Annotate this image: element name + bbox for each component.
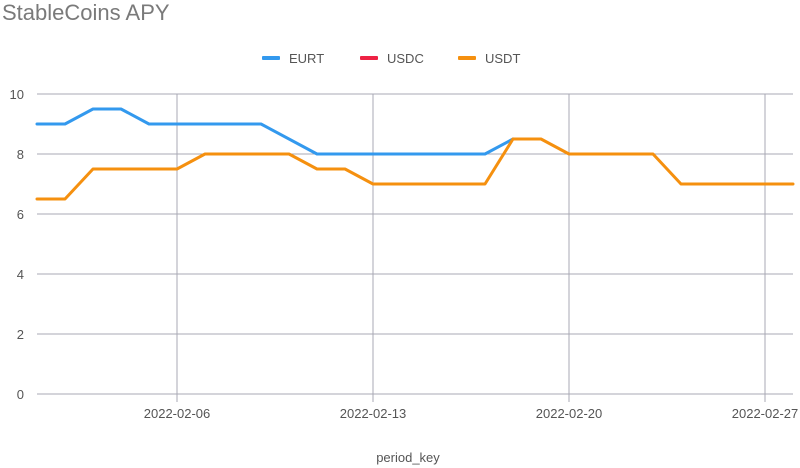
series-line-usdt[interactable] <box>35 137 795 201</box>
legend[interactable]: EURT USDC USDT <box>262 51 520 66</box>
legend-swatch <box>360 56 378 60</box>
legend-item-eurt[interactable]: EURT <box>262 51 324 66</box>
y-tick-label: 0 <box>17 387 24 402</box>
grid-lines <box>37 93 793 402</box>
series-line-eurt[interactable] <box>35 107 515 156</box>
legend-label: USDT <box>485 51 520 66</box>
y-tick-label: 6 <box>17 207 24 222</box>
x-tick-label: 2022-02-27 <box>732 406 799 421</box>
legend-swatch <box>458 56 476 60</box>
legend-label: EURT <box>289 51 324 66</box>
legend-item-usdc[interactable]: USDC <box>360 51 424 66</box>
x-tick-label: 2022-02-06 <box>144 406 211 421</box>
series-lines <box>35 107 795 201</box>
x-tick-label: 2022-02-20 <box>536 406 603 421</box>
legend-swatch <box>262 56 280 60</box>
x-axis-title: period_key <box>376 450 440 465</box>
legend-item-usdt[interactable]: USDT <box>458 51 520 66</box>
y-tick-label: 2 <box>17 327 24 342</box>
x-axis-ticks: 2022-02-06 2022-02-13 2022-02-20 2022-02-27 <box>144 406 799 421</box>
x-tick-label: 2022-02-13 <box>340 406 407 421</box>
chart-title: StableCoins APY <box>2 0 170 25</box>
y-tick-label: 10 <box>10 87 24 102</box>
y-axis-ticks: 0 2 4 6 8 10 <box>10 87 24 402</box>
y-tick-label: 8 <box>17 147 24 162</box>
legend-label: USDC <box>387 51 424 66</box>
y-tick-label: 4 <box>17 267 24 282</box>
